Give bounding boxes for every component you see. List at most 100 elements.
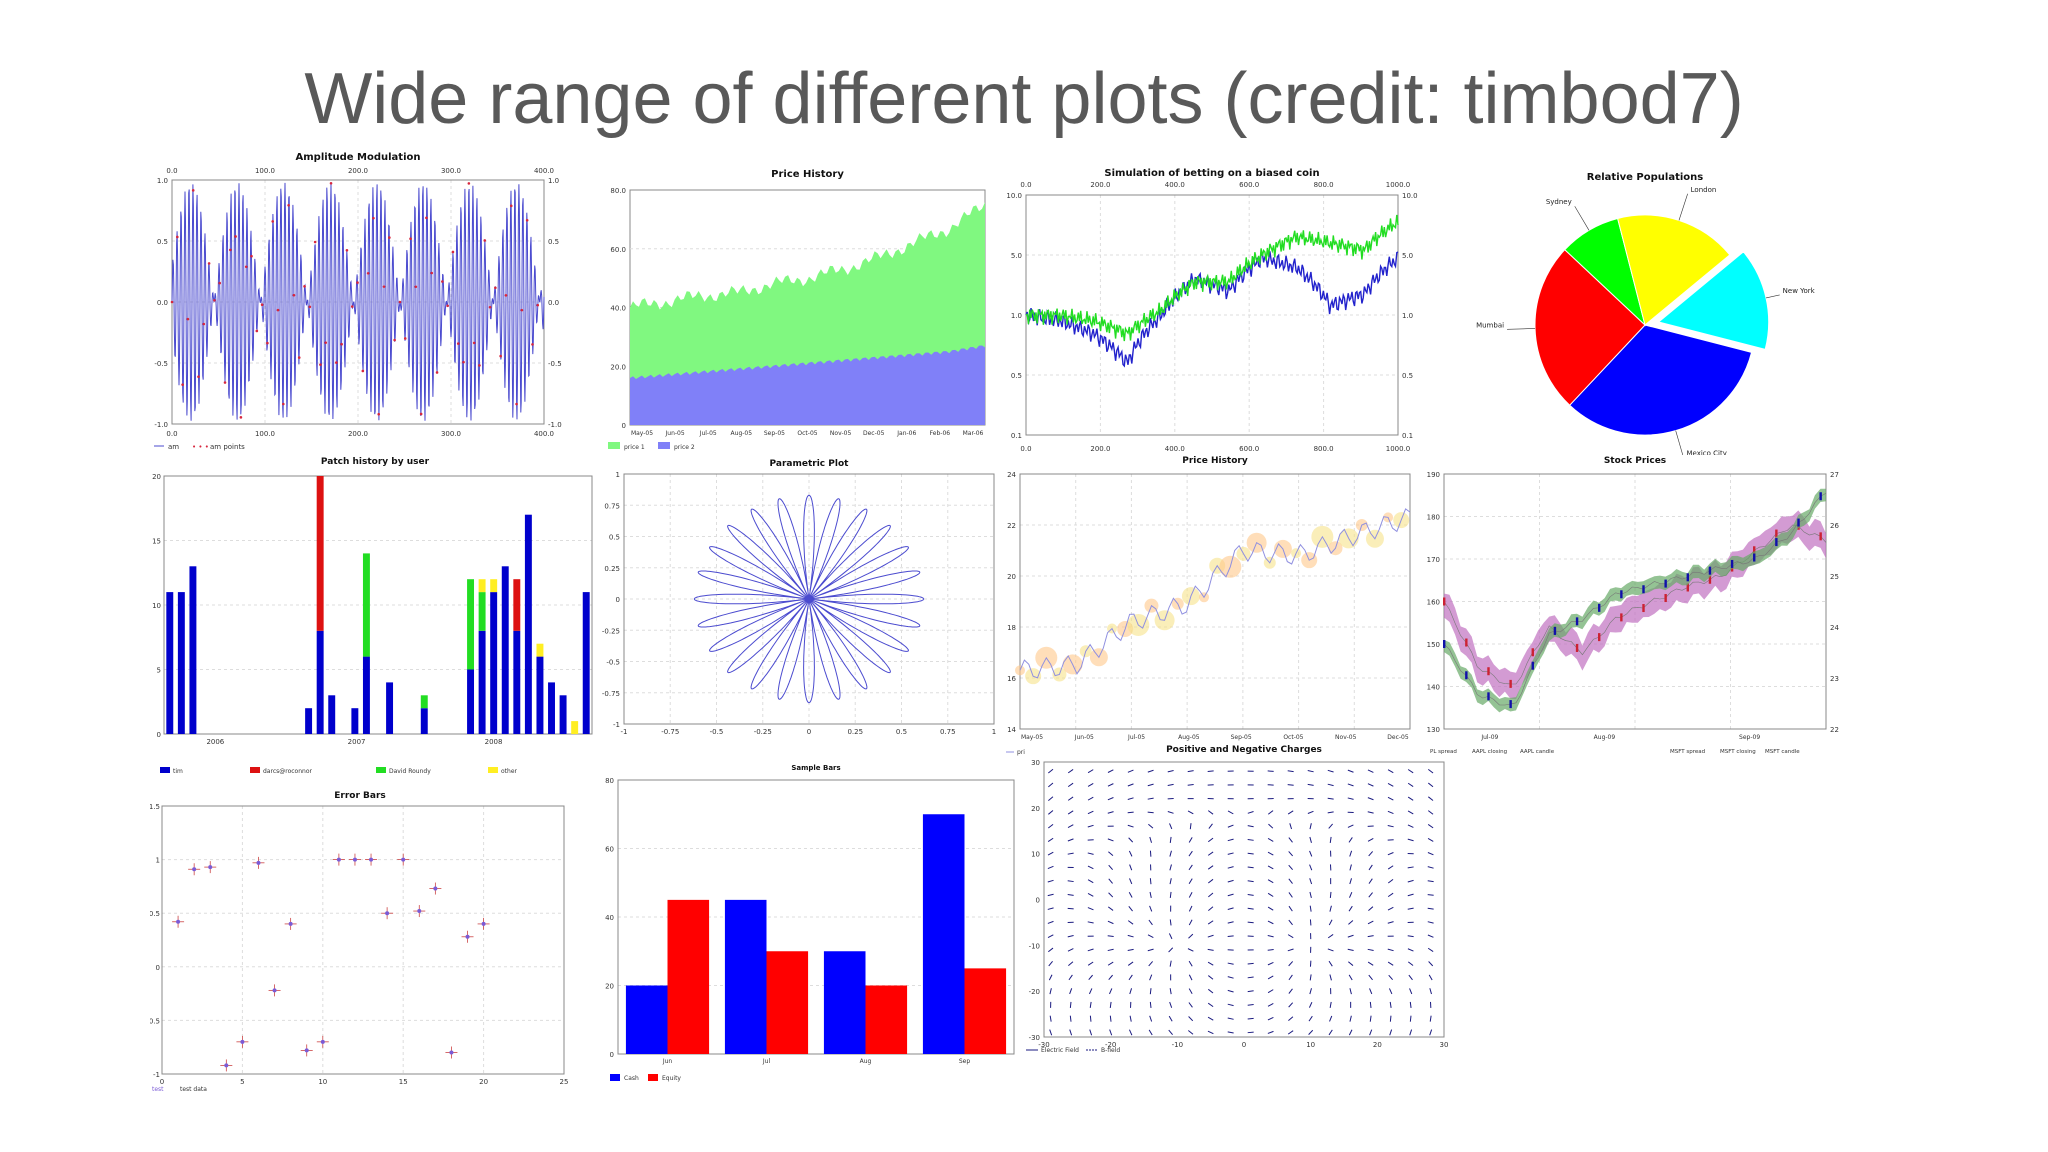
field-arrow [1247,1031,1254,1034]
am-point [202,322,206,326]
bar-cash [823,951,866,1054]
field-arrow [1169,864,1172,871]
field-arrow [1089,1001,1092,1008]
field-arrow [1347,934,1354,938]
field-arrow [1347,769,1354,773]
bar [316,630,324,734]
field-arrow [1128,892,1133,898]
msft-candle [1598,633,1601,642]
field-arrow [1329,891,1332,898]
field-arrow [1287,948,1294,952]
field-arrow [1367,920,1374,925]
field-arrow [1267,949,1274,951]
field-arrow [1187,784,1194,786]
field-arrow [1387,865,1394,870]
series-line [1025,214,1399,342]
am-point [536,303,540,307]
bar-cash [724,899,767,1054]
field-arrow [1207,948,1214,951]
field-arrow [1188,988,1193,995]
field-arrow [1207,1016,1214,1021]
x-tick-label: Sep-05 [764,430,785,437]
bar [386,682,394,734]
field-arrow [1067,893,1074,896]
parametric-plot-chart: Parametric Plot -1 -0.75 -0.5 -0.25 0 0.25 0.5 0… [600,456,1000,746]
bar [420,695,428,709]
y-tick-label: 10.0 [1402,192,1418,200]
am-point [425,216,428,220]
y-tick-label: 1.0 [1011,312,1022,320]
field-arrow [1307,770,1314,773]
bar-cash [922,814,965,1054]
msft-candle [1487,667,1490,676]
field-arrow [1067,852,1074,855]
am-point [472,341,476,345]
field-arrow [1227,1003,1234,1007]
x-tick-label: Jul-09 [1480,734,1498,741]
x-tick-label: 200.0 [348,430,368,438]
field-arrow [1307,810,1314,814]
field-arrow [1087,921,1094,924]
x-tick-label: Aug [860,1058,872,1065]
field-arrow [1067,907,1074,910]
field-arrow [1328,1029,1333,1036]
field-arrow [1067,824,1074,829]
legend-label: darcs@roconnor [263,768,312,775]
am-point [403,337,407,340]
chart-title: Sample Bars [791,764,840,772]
am-point [504,294,508,297]
y-tick-label: 18 [1007,624,1016,632]
am-point [456,342,460,345]
field-arrow [1067,880,1074,883]
field-arrow [1207,1002,1214,1008]
legend-swatch [250,767,260,773]
field-arrow [1409,1029,1413,1036]
field-arrow [1188,1030,1194,1035]
x-tick-label: Sep-05 [1231,734,1252,741]
field-arrow [1147,948,1154,952]
y-tick-label: 15 [152,538,161,546]
bar [559,695,567,734]
x-tick-label: 30 [1440,1041,1449,1049]
aapl-candle [1620,590,1623,599]
field-arrow [1047,907,1054,910]
pie-leader-line [1574,206,1590,231]
y-tick-label: 190 [1427,471,1440,479]
field-arrow [1267,837,1274,842]
x-tick-label: 2008 [485,738,503,746]
aapl-closing-line [1443,492,1827,706]
field-arrow [1427,810,1434,815]
field-arrow [1188,905,1193,912]
data-point [304,1048,309,1053]
bar [305,708,313,734]
field-arrow [1247,825,1254,828]
chart-title: Price History [1182,456,1248,466]
field-arrow [1387,769,1394,774]
y-tick-label: -1 [153,1071,160,1079]
field-arrow [1287,770,1294,773]
bar [478,579,486,593]
field-arrow [1087,948,1094,952]
data-point [224,1063,229,1068]
chart-title: Error Bars [334,791,386,801]
field-arrow [1288,961,1294,967]
field-arrow [1227,810,1234,815]
plot-frame [617,779,1015,1055]
chart-svg: Amplitude Modulation 0.0 100.0 200.0 300.0 40… [154,152,562,451]
legend-label: tim [173,768,183,775]
pie-slice [1568,324,1753,436]
field-arrow [1207,837,1214,843]
field-arrow [1388,988,1393,995]
data-point [369,857,374,862]
field-arrow [1328,823,1334,829]
field-arrow [1347,783,1354,787]
field-arrow [1288,851,1294,857]
x-tick-label: 400.0 [1165,181,1185,189]
pie-label: Mumbai [1476,321,1504,329]
field-arrow [1169,891,1172,898]
legend-label-bfield: B-field [1101,1047,1120,1054]
legend-label-am: am [168,443,179,451]
y-tick-label: -1.0 [548,421,562,429]
x-tick-label: 100.0 [255,167,275,175]
field-arrow [1367,811,1374,814]
